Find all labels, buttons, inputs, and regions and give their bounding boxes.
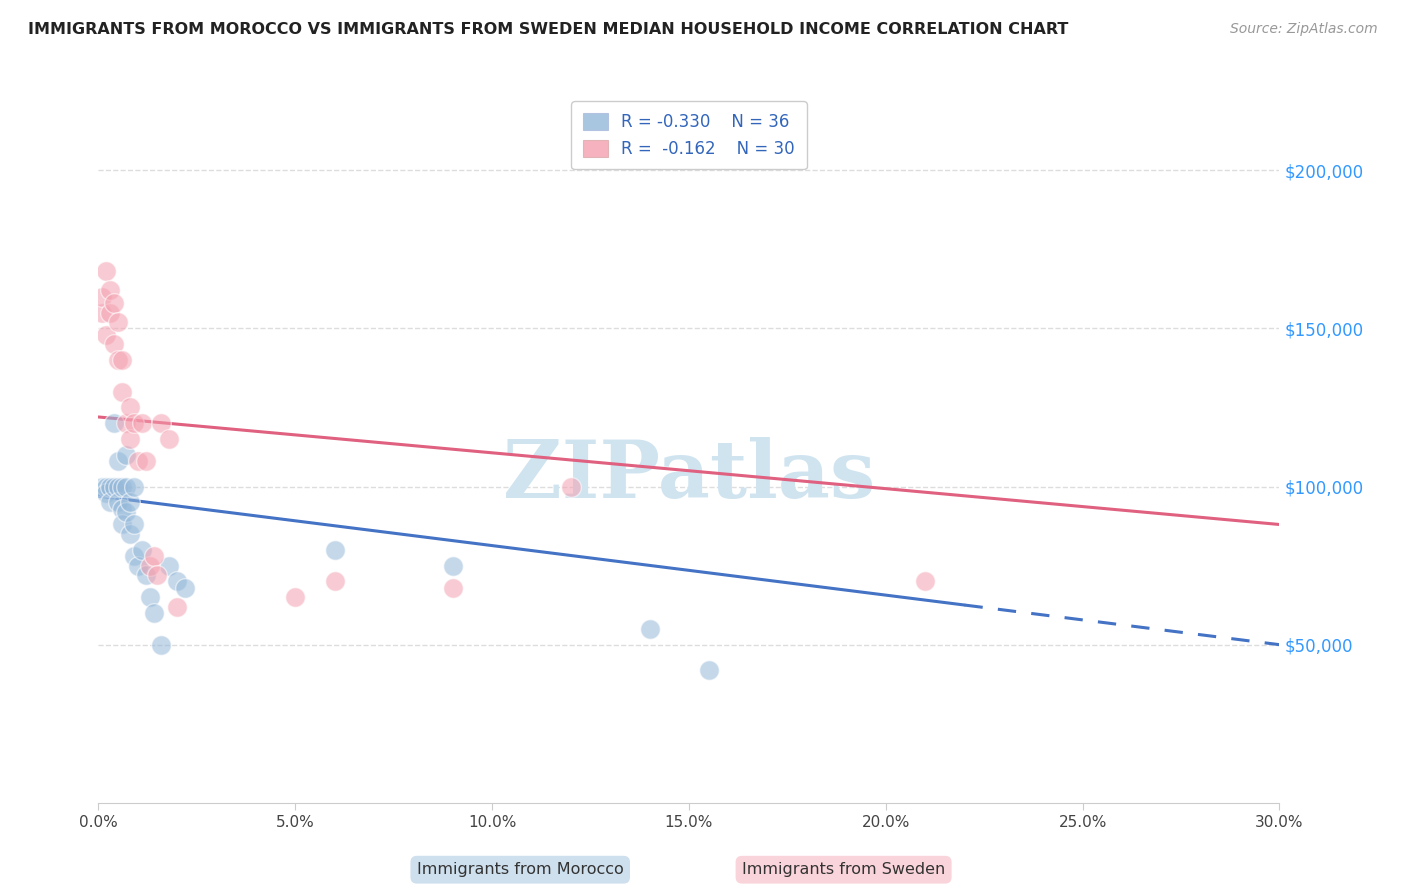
Point <box>138 591 160 605</box>
Point <box>122 479 145 493</box>
Point <box>96 264 118 278</box>
Point <box>174 581 197 595</box>
Point <box>138 558 160 573</box>
Point <box>118 495 141 509</box>
Point <box>111 384 134 399</box>
Point <box>91 479 114 493</box>
Point <box>103 479 125 493</box>
Text: Immigrants from Sweden: Immigrants from Sweden <box>742 863 945 877</box>
Point <box>107 495 129 509</box>
Point <box>135 454 157 468</box>
Point <box>96 327 118 342</box>
Point <box>98 305 121 319</box>
Point <box>103 337 125 351</box>
Point <box>115 417 138 431</box>
Point <box>98 284 121 298</box>
Point <box>111 353 134 368</box>
Text: Source: ZipAtlas.com: Source: ZipAtlas.com <box>1230 22 1378 37</box>
Point <box>111 517 134 532</box>
Point <box>150 638 173 652</box>
Point <box>96 486 118 500</box>
Point <box>115 448 138 462</box>
Point <box>323 574 346 589</box>
Point <box>107 315 129 329</box>
Point <box>914 574 936 589</box>
Point <box>111 479 134 493</box>
Point <box>146 568 169 582</box>
Point <box>118 401 141 415</box>
Point <box>131 417 153 431</box>
Point <box>157 432 180 446</box>
Point <box>107 353 129 368</box>
Text: Immigrants from Morocco: Immigrants from Morocco <box>416 863 624 877</box>
Point <box>122 517 145 532</box>
Point <box>166 574 188 589</box>
Point <box>111 501 134 516</box>
Point <box>107 454 129 468</box>
Point <box>103 417 125 431</box>
Point <box>135 568 157 582</box>
Point <box>127 558 149 573</box>
Point <box>118 432 141 446</box>
Point <box>284 591 307 605</box>
Point <box>560 479 582 493</box>
Text: ZIPatlas: ZIPatlas <box>503 437 875 515</box>
Point <box>91 305 114 319</box>
Point <box>131 542 153 557</box>
Point <box>122 549 145 563</box>
Point <box>157 558 180 573</box>
Point <box>142 549 165 563</box>
Legend: R = -0.330    N = 36, R =  -0.162    N = 30: R = -0.330 N = 36, R = -0.162 N = 30 <box>571 102 807 169</box>
Point <box>150 417 173 431</box>
Point <box>98 495 121 509</box>
Point <box>323 542 346 557</box>
Point <box>96 479 118 493</box>
Point <box>118 527 141 541</box>
Point <box>638 622 661 636</box>
Point <box>441 558 464 573</box>
Point <box>127 454 149 468</box>
Point <box>91 290 114 304</box>
Point <box>115 505 138 519</box>
Text: IMMIGRANTS FROM MOROCCO VS IMMIGRANTS FROM SWEDEN MEDIAN HOUSEHOLD INCOME CORREL: IMMIGRANTS FROM MOROCCO VS IMMIGRANTS FR… <box>28 22 1069 37</box>
Point <box>115 479 138 493</box>
Point <box>441 581 464 595</box>
Point <box>166 599 188 614</box>
Point <box>98 479 121 493</box>
Point <box>697 663 720 677</box>
Point <box>107 479 129 493</box>
Point <box>122 417 145 431</box>
Point <box>142 606 165 620</box>
Point <box>103 296 125 310</box>
